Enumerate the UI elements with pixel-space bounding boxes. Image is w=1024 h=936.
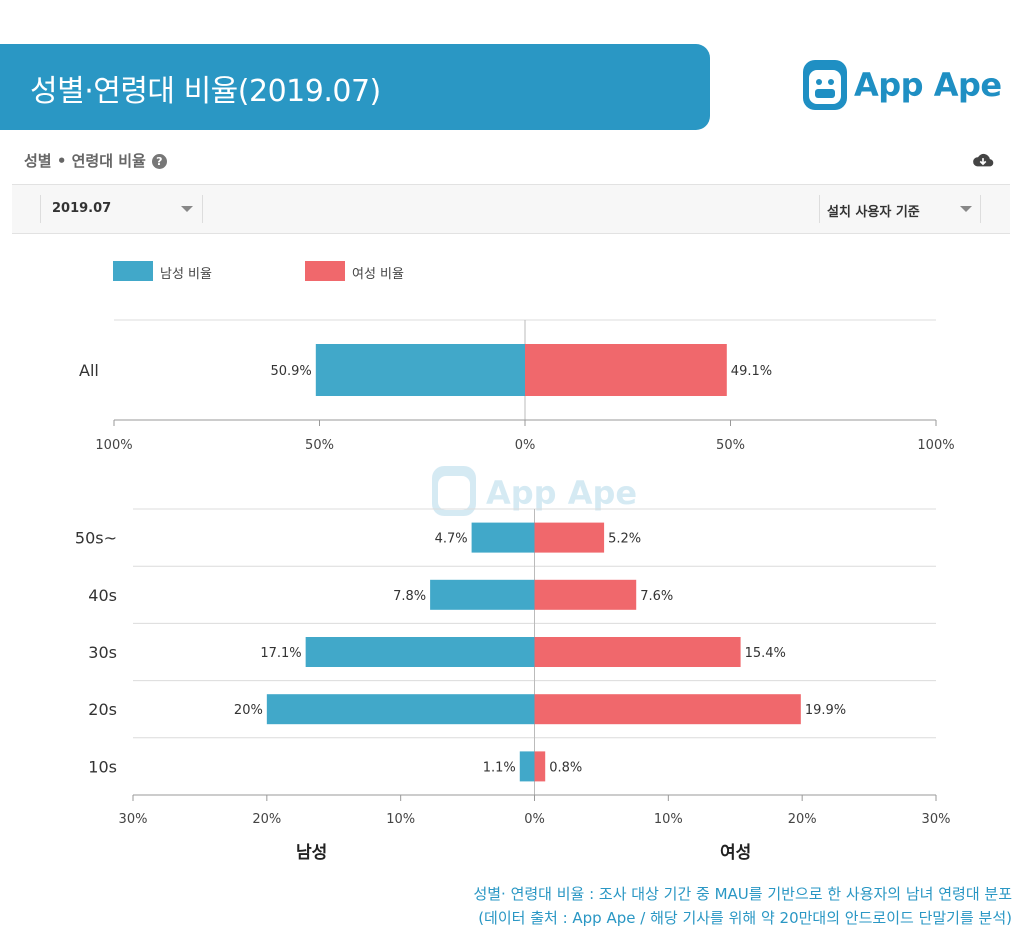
bar-female	[534, 522, 605, 553]
legend-female-swatch	[305, 261, 345, 281]
bar-male	[266, 694, 535, 725]
y-category-label: 40s	[88, 586, 117, 605]
bar-female	[534, 694, 801, 725]
chevron-down-icon	[960, 206, 972, 212]
y-category-label: 50s~	[75, 529, 117, 548]
footnote: 성별· 연령대 비율 : 조사 대상 기간 중 MAU를 기반으로 한 사용자의…	[473, 882, 1012, 930]
data-label-female: 7.6%	[640, 589, 673, 604]
title-banner: 성별·연령대 비율(2019.07)	[0, 44, 710, 130]
app-ape-logo: App Ape	[800, 56, 1010, 116]
legend-female-label: 여성 비율	[352, 267, 404, 282]
panel-heading: 성별 • 연령대 비율?	[24, 150, 167, 171]
bar-female	[525, 344, 727, 396]
y-category-label: 30s	[88, 643, 117, 662]
y-category-label: All	[79, 361, 99, 380]
bar-male	[471, 522, 535, 553]
svg-text:App Ape: App Ape	[486, 474, 637, 512]
panel-heading-text: 성별 • 연령대 비율	[24, 152, 146, 170]
date-select-value: 2019.07	[52, 201, 112, 216]
axis-label-female: 여성	[720, 843, 752, 863]
bar-female	[534, 751, 546, 782]
bar-male	[519, 751, 535, 782]
x-tick-label: 20%	[252, 812, 281, 827]
x-tick-label: 30%	[922, 812, 951, 827]
axis-label-male: 남성	[296, 843, 328, 863]
data-label-male: 1.1%	[483, 760, 516, 775]
chevron-down-icon	[181, 206, 193, 212]
legend-male-swatch	[113, 261, 153, 281]
x-tick-label: 10%	[386, 812, 415, 827]
data-label-female: 0.8%	[549, 760, 582, 775]
bar-female	[534, 637, 741, 667]
bar-male	[305, 637, 535, 667]
basis-select[interactable]: 설치 사용자 기준	[820, 185, 980, 233]
x-tick-label: 10%	[654, 812, 683, 827]
y-category-label: 20s	[88, 700, 117, 719]
y-category-label: 10s	[88, 757, 117, 776]
x-tick-label: 50%	[716, 438, 745, 453]
data-label-female: 19.9%	[805, 703, 846, 718]
app-ape-monkey-icon	[803, 60, 847, 110]
x-tick-label: 100%	[917, 438, 954, 453]
filter-divider	[980, 195, 981, 223]
bar-female	[534, 579, 637, 610]
cloud-download-icon[interactable]	[972, 150, 994, 170]
data-label-male: 20%	[234, 703, 263, 718]
data-label-female: 5.2%	[608, 532, 641, 547]
data-label-male: 50.9%	[270, 364, 311, 379]
footnote-line-2: (데이터 출처 : App Ape / 해당 기사를 위해 약 20만대의 안드…	[478, 909, 1012, 927]
filter-divider	[202, 195, 203, 223]
x-tick-label: 0%	[524, 812, 545, 827]
x-tick-label: 20%	[788, 812, 817, 827]
x-tick-label: 100%	[95, 438, 132, 453]
filter-divider	[40, 195, 41, 223]
page-title: 성별·연령대 비율(2019.07)	[30, 74, 381, 109]
x-tick-label: 50%	[305, 438, 334, 453]
logo-text: App Ape	[854, 66, 1002, 104]
bar-male	[430, 579, 535, 610]
data-label-male: 4.7%	[435, 532, 468, 547]
date-select[interactable]: 2019.07	[41, 185, 203, 233]
data-label-male: 17.1%	[260, 646, 301, 661]
data-label-male: 7.8%	[393, 589, 426, 604]
footnote-line-1: 성별· 연령대 비율 : 조사 대상 기간 중 MAU를 기반으로 한 사용자의…	[473, 885, 1012, 903]
data-label-female: 49.1%	[731, 364, 772, 379]
x-tick-label: 30%	[119, 812, 148, 827]
filter-divider	[819, 195, 820, 223]
data-label-female: 15.4%	[745, 646, 786, 661]
watermark-logo: App Ape	[430, 462, 660, 520]
x-tick-label: 0%	[515, 438, 536, 453]
filter-bar: 2019.07 설치 사용자 기준	[12, 184, 1010, 234]
bar-male	[315, 344, 525, 396]
basis-select-value: 설치 사용자 기준	[827, 205, 920, 220]
legend-male-label: 남성 비율	[160, 267, 212, 282]
help-circle-icon[interactable]: ?	[151, 154, 167, 169]
